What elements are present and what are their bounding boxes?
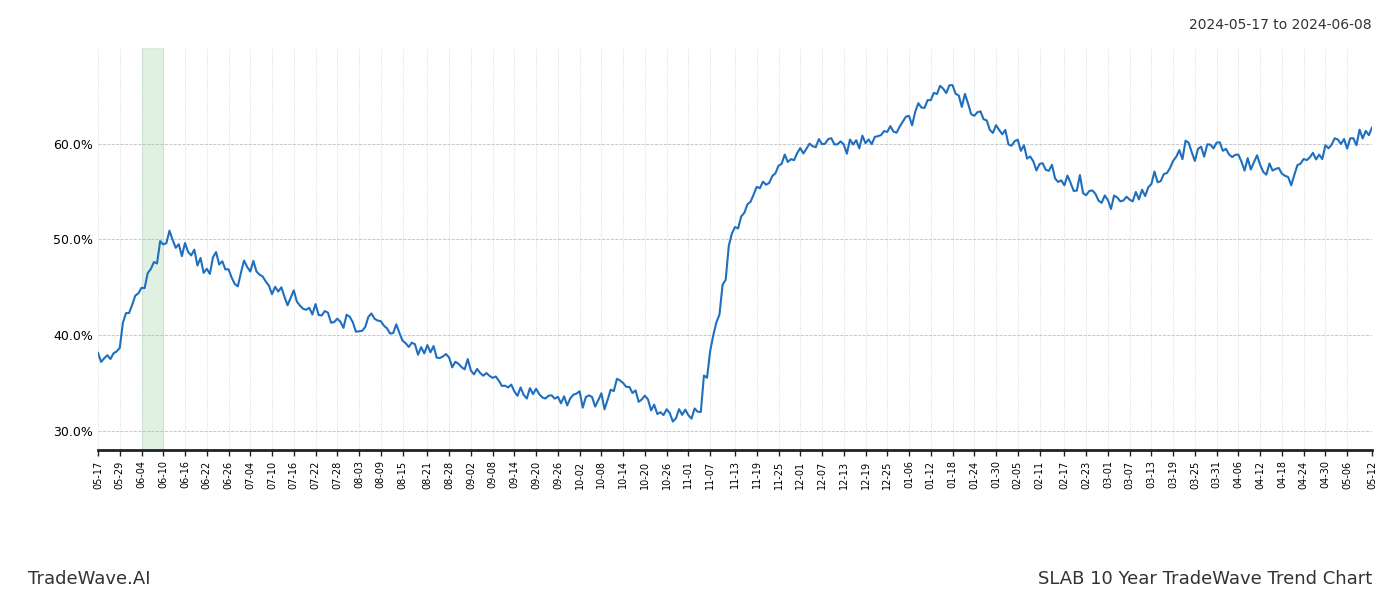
- Bar: [141, 48, 164, 450]
- Text: SLAB 10 Year TradeWave Trend Chart: SLAB 10 Year TradeWave Trend Chart: [1037, 570, 1372, 588]
- Text: 2024-05-17 to 2024-06-08: 2024-05-17 to 2024-06-08: [1190, 18, 1372, 32]
- Text: TradeWave.AI: TradeWave.AI: [28, 570, 151, 588]
